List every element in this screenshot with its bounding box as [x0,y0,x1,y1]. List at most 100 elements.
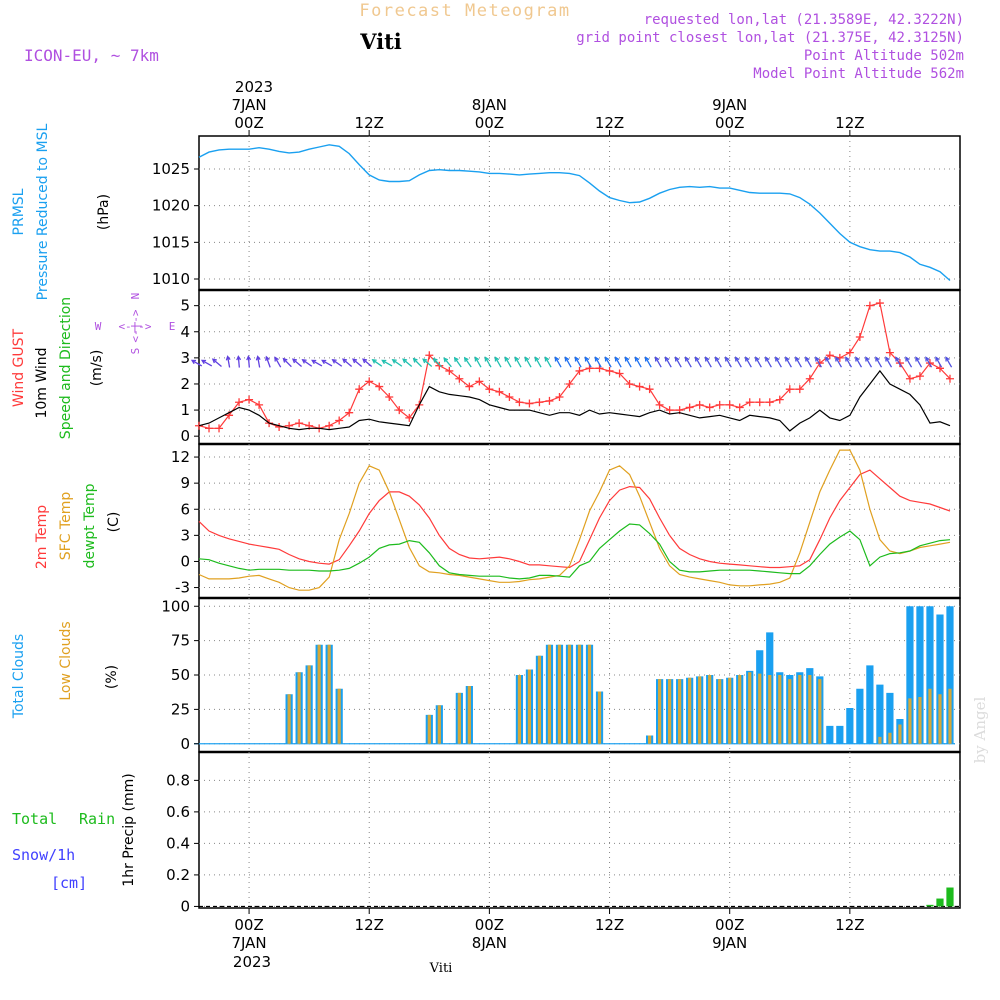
bottom-time-label: 12Z [595,916,624,934]
wind-direction-arrow [635,357,642,368]
wind-gust-point [725,400,734,409]
wind-gust-point [255,400,264,409]
model-altitude: Model Point Altitude 562m [753,66,964,82]
wind-arrow-head [331,359,337,364]
wind-direction-arrow [274,357,282,368]
wind-arrow-head [265,355,270,361]
low-clouds-bar [287,694,291,744]
wind-arrow-head [412,357,418,363]
wind-direction-arrow [895,357,903,368]
wind-arrow-head [845,356,850,362]
wind-arrow-head [291,358,298,364]
wind-direction-arrow [524,357,532,368]
wind-arrow-head [371,359,377,364]
wind-arrow-head [885,356,890,362]
wind-arrow-head [735,356,740,362]
wind-arrow-head [432,357,438,363]
wind-direction-arrow [433,358,443,368]
temp-label-unit: (C) [106,512,122,533]
low-clouds-bar [457,692,461,744]
wind-gust-point [635,382,644,391]
temp-ytick-label: 3 [180,526,190,544]
temp-ytick-label: 0 [180,552,190,570]
wind-arrow-head [402,358,408,364]
wind-ytick-label: 3 [180,349,190,367]
wind-direction-arrow [422,358,433,367]
low-clouds-bar [678,679,682,744]
wind-direction-arrow [484,357,492,368]
wind-gust-point [755,398,764,407]
wind-arrow-head [255,355,261,361]
compass-axis-vertical: <-|-> [129,309,142,342]
wind-ytick-label: 4 [180,323,190,341]
wind-gust-point [355,385,364,394]
pressure-label-prmsl: PRMSL [11,188,27,235]
wind-gust-point [855,332,864,341]
wind-direction-arrow [342,358,353,367]
total-clouds-bar [846,708,854,744]
bottom-time-label: 00Z [234,916,263,934]
wind-gust-point [555,393,564,402]
low-clouds-bar [928,688,932,744]
wind-arrow-head [524,356,530,362]
low-clouds-bar [517,675,522,744]
wind-label-10m: 10m Wind [34,347,50,418]
wind-direction-arrow [302,359,313,367]
wind-ytick-label: 0 [180,427,190,445]
bottom-year-label: 2023 [233,953,271,971]
wind-direction-arrow [534,357,542,368]
wind-arrow-head [805,356,810,362]
wind-direction-arrow [715,357,722,368]
wind-arrow-head [674,356,680,362]
wind-gust-point [785,385,794,394]
wind-direction-arrow [875,357,883,368]
wind-arrow-head [875,356,880,362]
wind-arrow-head [604,356,610,362]
low-clouds-bar [748,672,752,744]
temp-label-dewpt: dewpt Temp [82,483,98,568]
wind-arrow-head [634,356,640,362]
precip-label-snow: Snow/1h [12,846,75,864]
wind-gust-point [215,424,224,433]
wind-direction-arrow [584,357,592,368]
wind-direction-arrow [201,359,213,367]
wind-ytick-label: 2 [180,375,190,393]
temp-sfc-line [198,449,951,591]
wind-gust-point [325,421,334,430]
compass-rose: N S W E <-|-> <-|-> [95,293,176,355]
wind-gust-point [765,398,774,407]
footer-location: Viti [429,961,453,976]
wind-arrow-head [544,356,550,362]
wind-direction-arrow [675,357,682,368]
precip-label-unit: 1hr Precip (mm) [121,773,137,886]
temp-2m-line [198,469,951,569]
wind-arrow-head [865,356,870,362]
model-label: ICON-EU, ~ 7km [24,46,159,65]
point-altitude: Point Altitude 502m [804,48,964,64]
wind-arrow-head [534,356,540,362]
wind-direction-arrow [402,358,413,367]
wind-gust-point [655,400,664,409]
precip-label-snow-unit: [cm] [51,874,87,892]
wind-direction-arrow [855,357,863,368]
wind-arrow-head [514,356,520,362]
wind-label-unit: (m/s) [89,350,105,387]
wind-direction-arrow [614,357,622,368]
rain-bar [936,898,944,907]
clouds-label-unit: (%) [104,665,120,689]
wind-direction-arrow [237,356,240,368]
wind-gust-point [525,399,534,408]
total-clouds-bar [936,614,944,744]
wind-gust-point [515,398,524,407]
wind-arrow-head [624,356,630,362]
wind-arrow-head [474,356,480,362]
wind-direction-arrow [372,359,383,367]
wind-direction-arrow [443,357,452,368]
pressure-ytick-label: 1025 [152,160,190,178]
wind-direction-arrow [381,359,393,367]
wind-direction-arrow [865,357,873,368]
wind-direction-arrow [494,357,502,368]
total-clouds-bar [876,684,884,744]
clouds-ytick-label: 0 [180,735,190,753]
pressure-ytick-label: 1020 [152,197,190,215]
